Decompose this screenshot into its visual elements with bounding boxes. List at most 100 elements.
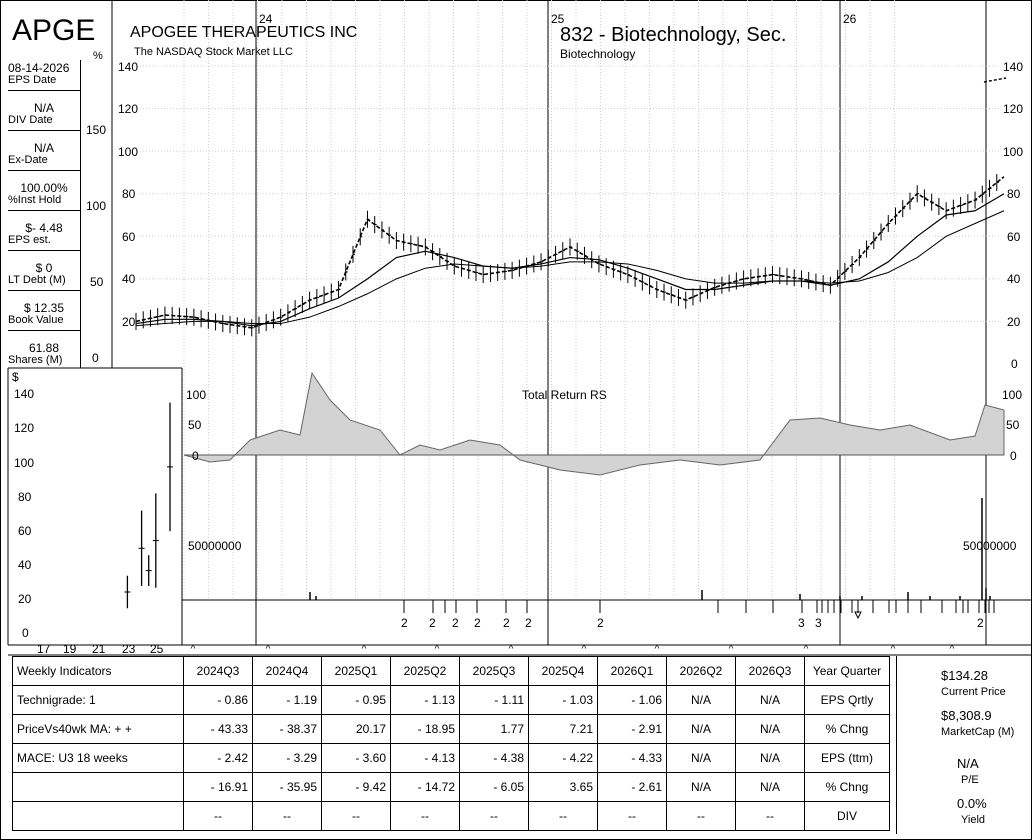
table-header-row: Weekly Indicators 2024Q3 2024Q4 2025Q1 2…	[12, 656, 890, 686]
table-cell: - 35.95	[252, 772, 322, 802]
inset-xtick: 19	[63, 642, 77, 656]
year-label-26: 26	[843, 12, 857, 26]
table-cell: - 9.42	[321, 772, 391, 802]
caret-marker: ^	[509, 644, 514, 655]
volume-bars	[309, 498, 995, 620]
row-metric: EPS Qrtly	[804, 685, 890, 715]
row-label: Technigrade: 1	[12, 685, 184, 715]
row-metric: % Chng	[804, 772, 890, 802]
table-cell: N/A	[666, 743, 736, 773]
weekly-indicators-table: Weekly Indicators 2024Q3 2024Q4 2025Q1 2…	[12, 656, 890, 831]
sidebar-lt-debt: $ 0 LT Debt (M)	[8, 261, 66, 286]
inset-tick: 100	[14, 456, 35, 470]
table-row: - 16.91 - 35.95 - 9.42 - 14.72 - 6.05 3.…	[12, 772, 890, 802]
event-marker: 2	[474, 616, 481, 630]
row-label: MACE: U3 18 weeks	[12, 743, 184, 773]
price-tick: 20	[122, 315, 136, 329]
table-cell: 1.77	[459, 714, 529, 744]
group-subtitle: Biotechnology	[560, 47, 636, 61]
table-cell: - 18.95	[390, 714, 460, 744]
caret-marker: ^	[950, 644, 955, 655]
event-marker: 2	[525, 616, 532, 630]
sidebar-rule	[8, 130, 80, 131]
price-tick: 120	[1003, 102, 1024, 116]
rs-title: Total Return RS	[522, 388, 607, 402]
table-header: 2024Q3	[183, 656, 253, 686]
inset-tick: 140	[14, 387, 35, 401]
table-cell: 3.65	[528, 772, 598, 802]
table-cell: - 4.38	[459, 743, 529, 773]
inset-unit: $	[12, 370, 19, 384]
sidebar-rule	[8, 330, 80, 331]
pct-tick: 0	[92, 351, 99, 365]
sidebar-shares: 61.88 Shares (M)	[8, 341, 63, 366]
table-row: MACE: U3 18 weeks - 2.42 - 3.29 - 3.60 -…	[12, 743, 890, 773]
current-price-label: Current Price	[941, 686, 1006, 698]
sidebar-div-date: N/A DIV Date	[8, 101, 54, 126]
inset-tick: 0	[22, 626, 29, 640]
table-row: -- -- -- -- -- -- -- -- -- DIV	[12, 801, 890, 831]
price-tick: 60	[122, 230, 136, 244]
table-header: 2025Q2	[390, 656, 460, 686]
summary-box: $134.28 Current Price $8,308.9 MarketCap…	[896, 656, 1029, 834]
rs-tick: 0	[1010, 449, 1017, 463]
table-cell: 20.17	[321, 714, 391, 744]
rs-tick: 50	[1006, 418, 1020, 432]
table-cell: N/A	[735, 743, 805, 773]
event-marker: 3	[798, 616, 805, 630]
company-name: APOGEE THERAPEUTICS INC	[130, 24, 358, 41]
sidebar-rule	[8, 210, 80, 211]
table-cell: --	[528, 801, 598, 831]
table-cell: - 4.33	[597, 743, 667, 773]
table-row: Technigrade: 1 - 0.86 - 1.19 - 0.95 - 1.…	[12, 685, 890, 715]
price-projection	[983, 77, 1007, 83]
current-price: $134.28	[941, 668, 988, 683]
table-header: 2026Q1	[597, 656, 667, 686]
table-cell: - 16.91	[183, 772, 253, 802]
table-cell: --	[459, 801, 529, 831]
caret-marker: ^	[804, 644, 809, 655]
price-tick: 100	[1003, 145, 1024, 159]
inset-tick: 20	[18, 592, 32, 606]
table-cell: - 38.37	[252, 714, 322, 744]
rs-tick: 50	[188, 418, 202, 432]
table-cell: - 4.22	[528, 743, 598, 773]
row-label: PriceVs40wk MA: + +	[12, 714, 184, 744]
price-line-1	[135, 193, 1005, 327]
table-cell: --	[390, 801, 460, 831]
table-cell: - 0.86	[183, 685, 253, 715]
price-tick: 120	[118, 102, 139, 116]
table-cell: - 1.03	[528, 685, 598, 715]
table-header: 2026Q3	[735, 656, 805, 686]
group-title: 832 - Biotechnology, Sec.	[560, 24, 787, 46]
table-cell: --	[597, 801, 667, 831]
table-cell: - 1.06	[597, 685, 667, 715]
table-cell: N/A	[735, 714, 805, 744]
horizontal-gridlines	[140, 65, 1000, 322]
table-header: Weekly Indicators	[12, 656, 184, 686]
table-cell: N/A	[666, 772, 736, 802]
ticker: APGE	[12, 14, 96, 47]
exchange: The NASDAQ Stock Market LLC	[134, 46, 293, 58]
vertical-gridlines	[183, 0, 987, 645]
pe-value: N/A	[957, 756, 979, 771]
price-series	[135, 77, 1007, 337]
table-row: PriceVs40wk MA: + + - 43.33 - 38.37 20.1…	[12, 714, 890, 744]
volume-label-right: 50000000	[963, 539, 1017, 553]
rs-tick: 0	[192, 449, 199, 463]
rs-tick: 100	[186, 388, 207, 402]
table-cell: - 1.19	[252, 685, 322, 715]
caret-marker: ^	[582, 644, 587, 655]
event-marker: 2	[597, 616, 604, 630]
caret-marker: ^	[729, 644, 734, 655]
sidebar-rule	[8, 90, 80, 91]
caret-marker: ^	[435, 644, 440, 655]
sidebar-divider	[80, 60, 81, 368]
sidebar-rule	[8, 290, 80, 291]
table-cell: N/A	[666, 714, 736, 744]
table-header: 2026Q2	[666, 656, 736, 686]
table-cell: --	[252, 801, 322, 831]
price-tick: 40	[1007, 272, 1021, 286]
sidebar-rule	[8, 170, 80, 171]
inset-tick: 120	[14, 421, 35, 435]
